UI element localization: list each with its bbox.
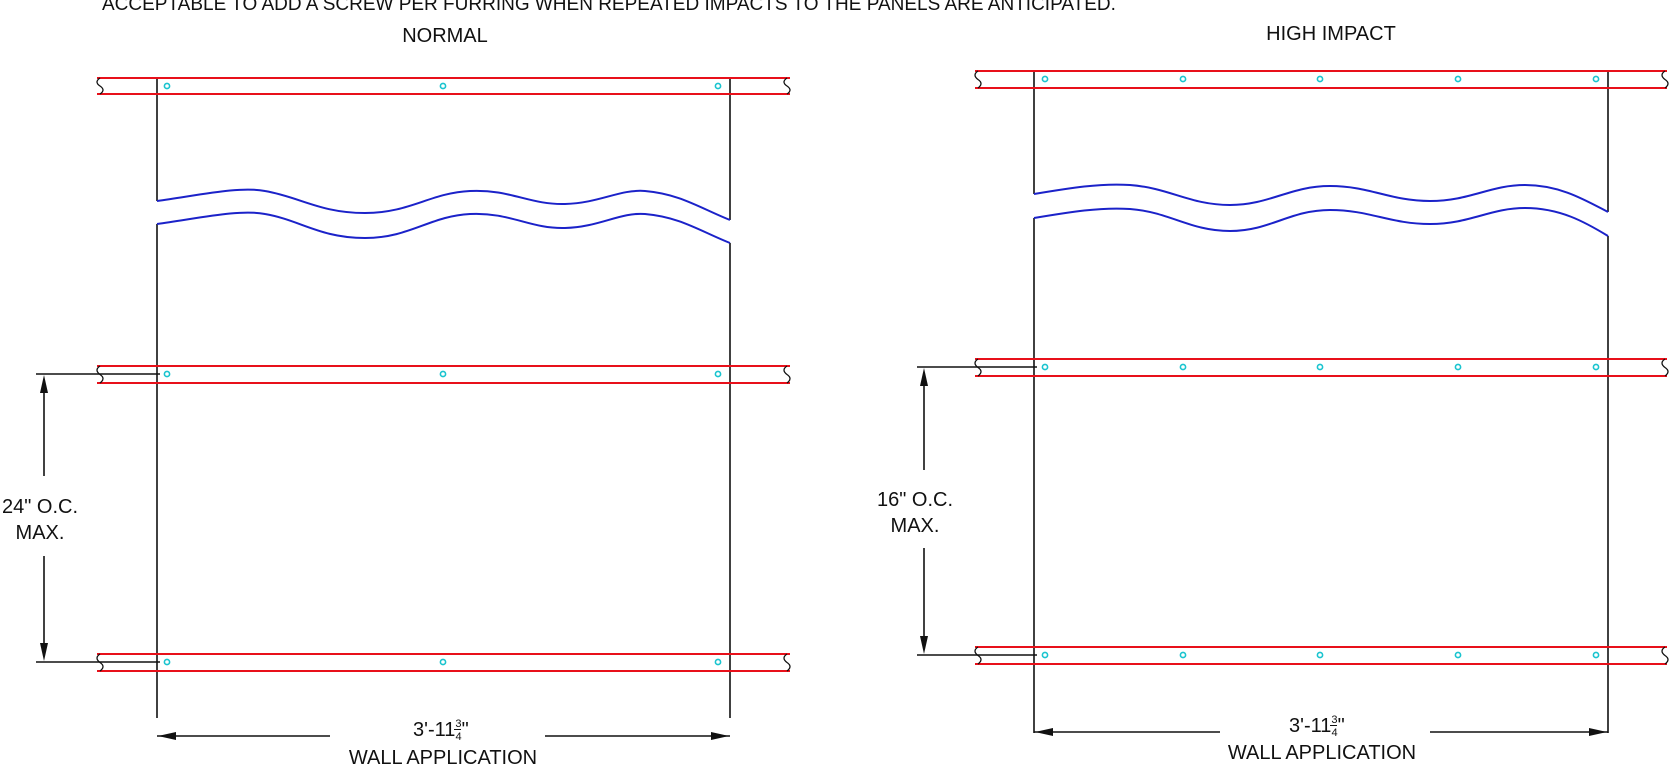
screw-icon: [1179, 363, 1187, 371]
furring-break-left: [96, 77, 104, 95]
furring-break-right: [783, 77, 791, 95]
arrowhead-icon: [711, 732, 729, 740]
furring-break-left: [974, 70, 982, 89]
break-line-upper: [156, 188, 731, 221]
screw-icon: [1316, 75, 1324, 83]
screw-icon: [1179, 651, 1187, 659]
spacing-label-line1: 24" O.C.: [2, 496, 78, 518]
furring-break-right: [1661, 70, 1669, 89]
spacing-dimension-normal: 24" O.C. MAX.: [2, 373, 160, 663]
arrowhead-icon: [40, 375, 48, 393]
screw-icon: [1454, 651, 1462, 659]
arrowhead-icon: [40, 643, 48, 661]
spacing-dimension-high-impact: 16" O.C. MAX.: [877, 366, 1037, 656]
screw-icon: [714, 658, 722, 666]
width-dimension-normal: 3'-113 4" WALL APPLICATION: [157, 718, 730, 769]
screw-icon: [1179, 75, 1187, 83]
screw-icon: [714, 370, 722, 378]
screw-icon: [163, 658, 171, 666]
spacing-label-line2: MAX.: [891, 515, 940, 537]
header-note: ACCEPTABLE TO ADD A SCREW PER FURRING WH…: [102, 0, 1116, 15]
furring-break-right: [1661, 358, 1669, 377]
screw-icon: [1041, 651, 1049, 659]
arrowhead-icon: [158, 732, 176, 740]
break-line-upper: [1033, 183, 1609, 213]
break-line-lower: [1033, 206, 1609, 237]
detail-high-impact: HIGH IMPACT: [877, 23, 1669, 764]
screw-icon: [1454, 363, 1462, 371]
spacing-label-line2: MAX.: [16, 522, 65, 544]
detail-title-normal: NORMAL: [402, 25, 488, 47]
screw-icon: [439, 658, 447, 666]
width-label: 3'-113 4": [1289, 714, 1345, 739]
screw-icon: [714, 82, 722, 90]
screw-icon: [1592, 363, 1600, 371]
screw-icon: [1316, 651, 1324, 659]
detail-normal: NORMAL: [2, 25, 791, 769]
detail-title-high-impact: HIGH IMPACT: [1266, 23, 1396, 45]
spacing-label-line1: 16" O.C.: [877, 489, 953, 511]
furring-top: [974, 70, 1669, 89]
application-label: WALL APPLICATION: [349, 747, 537, 769]
arrowhead-icon: [920, 636, 928, 654]
arrowhead-icon: [1035, 728, 1053, 736]
arrowhead-icon: [920, 368, 928, 386]
screw-icon: [1316, 363, 1324, 371]
screw-icon: [163, 82, 171, 90]
screw-icon: [1592, 651, 1600, 659]
screw-icon: [1041, 363, 1049, 371]
screw-icon: [1041, 75, 1049, 83]
arrowhead-icon: [1589, 728, 1607, 736]
furring-middle: [974, 358, 1669, 377]
furring-bottom: [96, 653, 791, 672]
furring-break-right: [1661, 646, 1669, 665]
furring-break-right: [783, 653, 791, 672]
furring-bottom: [974, 646, 1669, 665]
screw-icon: [439, 370, 447, 378]
furring-top: [96, 77, 791, 95]
width-label: 3'-113 4": [413, 718, 469, 743]
screw-icon: [163, 370, 171, 378]
break-line-lower: [156, 211, 731, 244]
screw-icon: [1454, 75, 1462, 83]
width-dimension-high-impact: 3'-113 4" WALL APPLICATION: [1034, 714, 1608, 764]
screw-icon: [439, 82, 447, 90]
screw-icon: [1592, 75, 1600, 83]
furring-break-right: [783, 365, 791, 384]
application-label: WALL APPLICATION: [1228, 742, 1416, 764]
furring-middle: [96, 365, 791, 384]
